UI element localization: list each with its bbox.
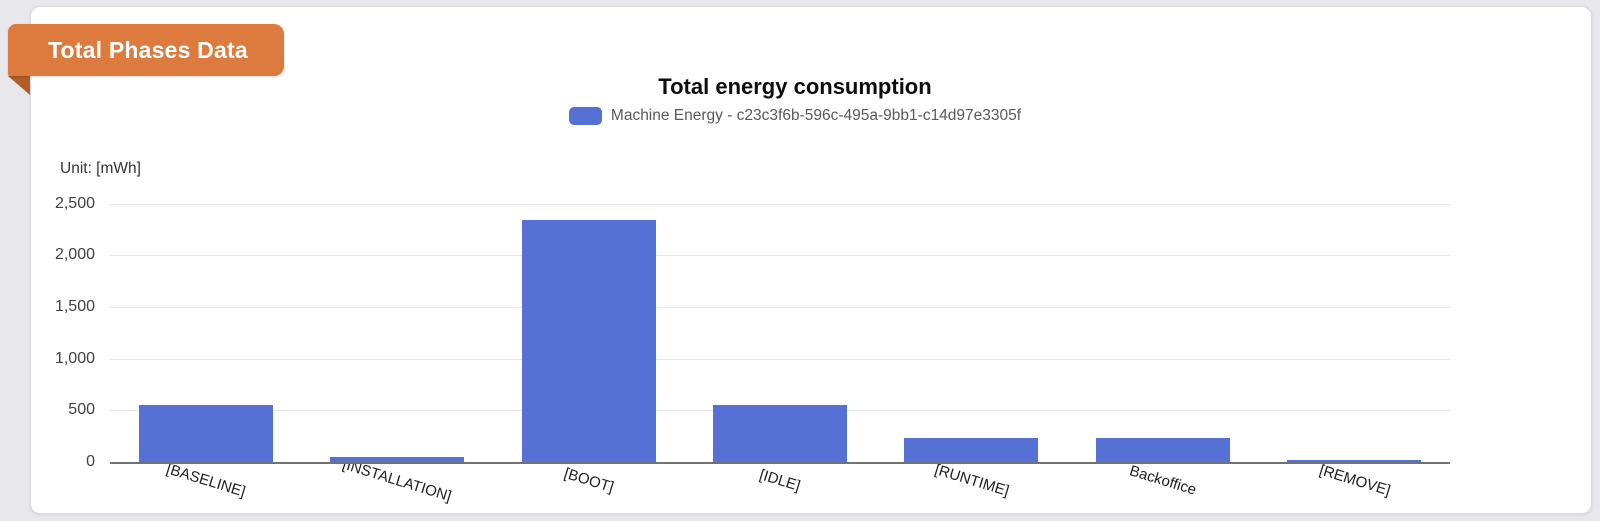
bar-installation[interactable] xyxy=(330,457,465,462)
gridline xyxy=(110,358,1450,360)
legend-series-label: Machine Energy - c23c3f6b-596c-495a-9bb1… xyxy=(610,107,1022,124)
y-axis-tick-label: 500 xyxy=(68,401,95,419)
chart-title: Total energy consumption xyxy=(658,74,932,99)
bar-boot[interactable] xyxy=(521,220,656,462)
y-axis-tick-label: 1,000 xyxy=(54,349,95,367)
bar-runtime[interactable] xyxy=(904,438,1039,462)
y-axis-tick-label: 2,000 xyxy=(54,246,95,264)
gridline xyxy=(110,255,1450,257)
bar-remove[interactable] xyxy=(1287,459,1422,462)
x-axis-baseline xyxy=(110,462,1450,464)
bar-baseline[interactable] xyxy=(138,405,273,462)
y-axis-tick-label: 0 xyxy=(86,453,95,470)
legend-swatch xyxy=(568,107,602,125)
total-phases-ribbon: Total Phases Data xyxy=(8,24,284,76)
gridline xyxy=(110,306,1450,308)
bar-idle[interactable] xyxy=(713,405,847,462)
bar-backoffice[interactable] xyxy=(1095,438,1230,462)
gridline xyxy=(110,203,1450,205)
chart-legend[interactable]: Machine Energy - c23c3f6b-596c-495a-9bb1… xyxy=(30,107,1560,125)
y-axis-tick-label: 1,500 xyxy=(54,297,95,315)
y-axis-tick-label: 2,500 xyxy=(54,194,95,212)
ribbon-label: Total Phases Data xyxy=(48,36,248,63)
y-axis-unit-label: Unit: [mWh] xyxy=(60,160,141,177)
ribbon-fold-triangle xyxy=(8,76,30,95)
